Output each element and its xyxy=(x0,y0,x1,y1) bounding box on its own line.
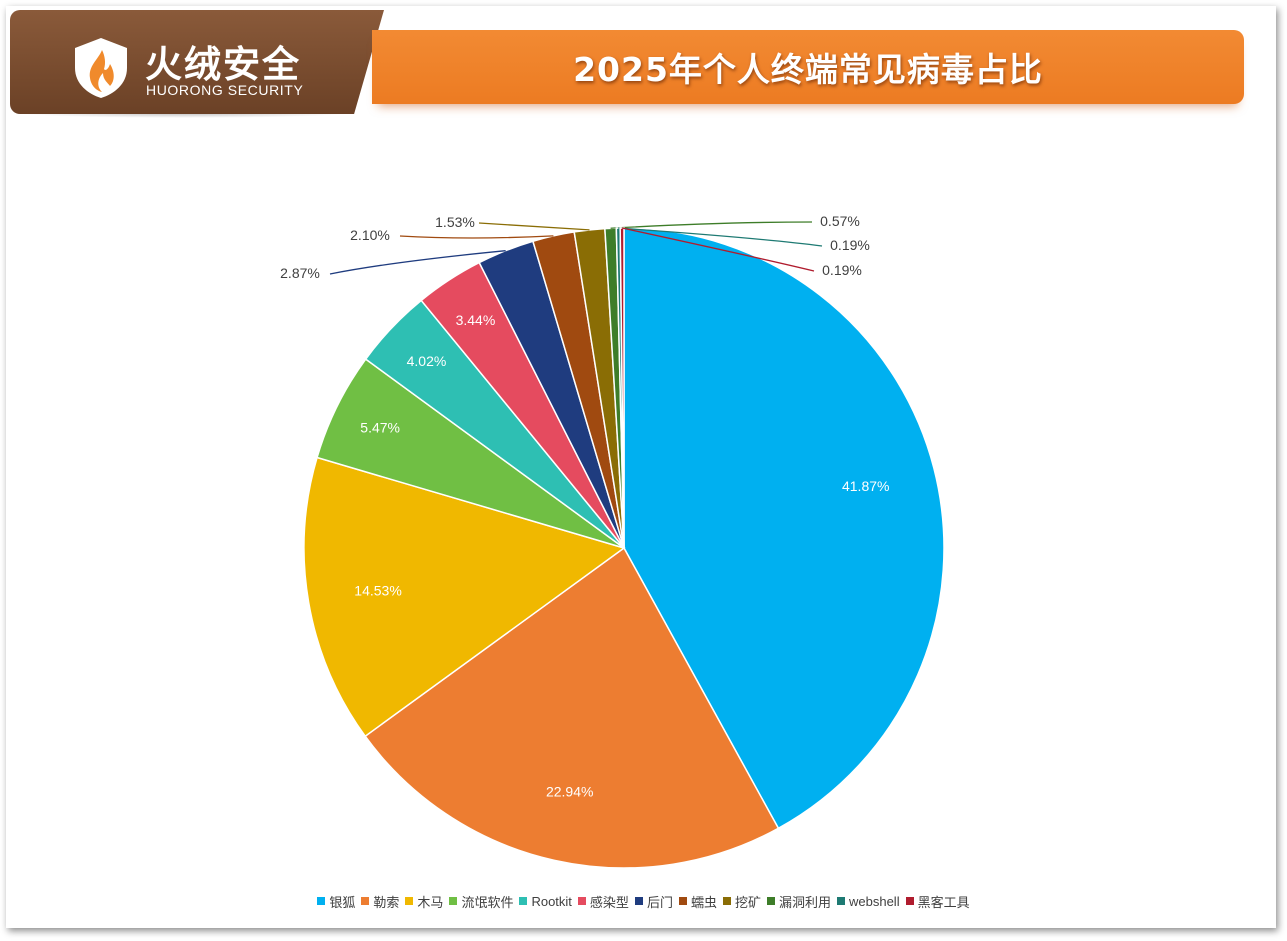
legend-item-webshell: webshell xyxy=(837,894,900,909)
legend-label: 漏洞利用 xyxy=(778,894,831,910)
data-label-木马: 14.53% xyxy=(354,582,401,598)
legend-swatch xyxy=(766,897,775,905)
legend-swatch xyxy=(905,897,914,905)
data-label-rootkit: 4.02% xyxy=(407,353,447,369)
data-label-webshell: 0.19% xyxy=(830,237,870,253)
legend-item-感染型: 感染型 xyxy=(577,892,629,911)
legend-label: 感染型 xyxy=(589,894,629,910)
legend-label: 流氓软件 xyxy=(461,894,514,910)
legend-swatch xyxy=(634,897,643,905)
legend-item-流氓软件: 流氓软件 xyxy=(449,892,513,911)
legend-swatch xyxy=(722,897,731,905)
legend-item-rootkit: Rootkit xyxy=(519,893,572,909)
data-label-感染型: 3.44% xyxy=(456,312,496,328)
legend-label: 勒索 xyxy=(373,894,400,910)
legend-label: 黑客工具 xyxy=(917,894,970,910)
legend-swatch xyxy=(361,897,370,905)
data-label-挖矿: 1.53% xyxy=(435,214,475,230)
legend-item-黑客工具: 黑客工具 xyxy=(905,892,970,911)
legend-item-木马: 木马 xyxy=(405,892,443,911)
legend-label: 挖矿 xyxy=(734,894,761,910)
shield-flame-icon xyxy=(75,38,127,98)
legend-item-挖矿: 挖矿 xyxy=(722,892,761,911)
leader-line-挖矿 xyxy=(478,222,590,231)
chart-title: 2025年个人终端常见病毒占比 xyxy=(573,50,1043,89)
data-label-漏洞利用: 0.57% xyxy=(820,213,860,229)
brand-name: 火绒安全 xyxy=(145,43,301,86)
legend-label: webshell xyxy=(849,893,900,909)
data-label-黑客工具: 0.19% xyxy=(822,262,862,278)
brand-subtitle: HUORONG SECURITY xyxy=(146,82,304,98)
legend-swatch xyxy=(837,897,845,905)
legend-item-勒索: 勒索 xyxy=(361,892,399,911)
legend-swatch xyxy=(405,897,414,905)
data-label-勒索: 22.94% xyxy=(546,784,593,800)
legend-label: 后门 xyxy=(646,894,673,910)
legend-swatch xyxy=(449,897,458,905)
leader-line-后门 xyxy=(329,250,506,275)
legend-label: 蠕虫 xyxy=(690,894,717,910)
pie-slice-木马 xyxy=(303,456,626,738)
legend-item-后门: 后门 xyxy=(634,892,673,911)
legend-item-蠕虫: 蠕虫 xyxy=(678,892,717,911)
data-label-后门: 2.87% xyxy=(280,265,320,281)
legend-swatch xyxy=(519,897,528,905)
legend-swatch xyxy=(678,897,687,905)
data-label-银狐: 41.87% xyxy=(842,478,889,494)
legend-label: Rootkit xyxy=(531,893,572,909)
leader-line-蠕虫 xyxy=(399,235,554,239)
legend-swatch xyxy=(577,897,586,905)
leader-line-漏洞利用 xyxy=(610,221,813,229)
legend-item-银狐: 银狐 xyxy=(317,892,355,911)
legend-label: 银狐 xyxy=(329,894,356,910)
data-label-蠕虫: 2.10% xyxy=(350,227,390,243)
chart-legend: 银狐 勒索 木马 流氓软件 Rootkit 感染型 后门 蠕虫 挖矿 漏洞利用 webshell 黑客… xyxy=(0,890,1287,912)
legend-swatch xyxy=(317,897,326,905)
pie-slice-勒索 xyxy=(364,546,780,869)
leader-line-黑客工具 xyxy=(621,227,815,272)
title-bar xyxy=(372,30,1244,104)
legend-label: 木马 xyxy=(417,894,444,910)
logo-banner xyxy=(10,10,384,114)
data-label-流氓软件: 5.47% xyxy=(360,419,400,435)
legend-item-漏洞利用: 漏洞利用 xyxy=(766,892,831,911)
pie-slice-银狐 xyxy=(623,227,945,830)
leader-line-webshell xyxy=(618,227,823,247)
